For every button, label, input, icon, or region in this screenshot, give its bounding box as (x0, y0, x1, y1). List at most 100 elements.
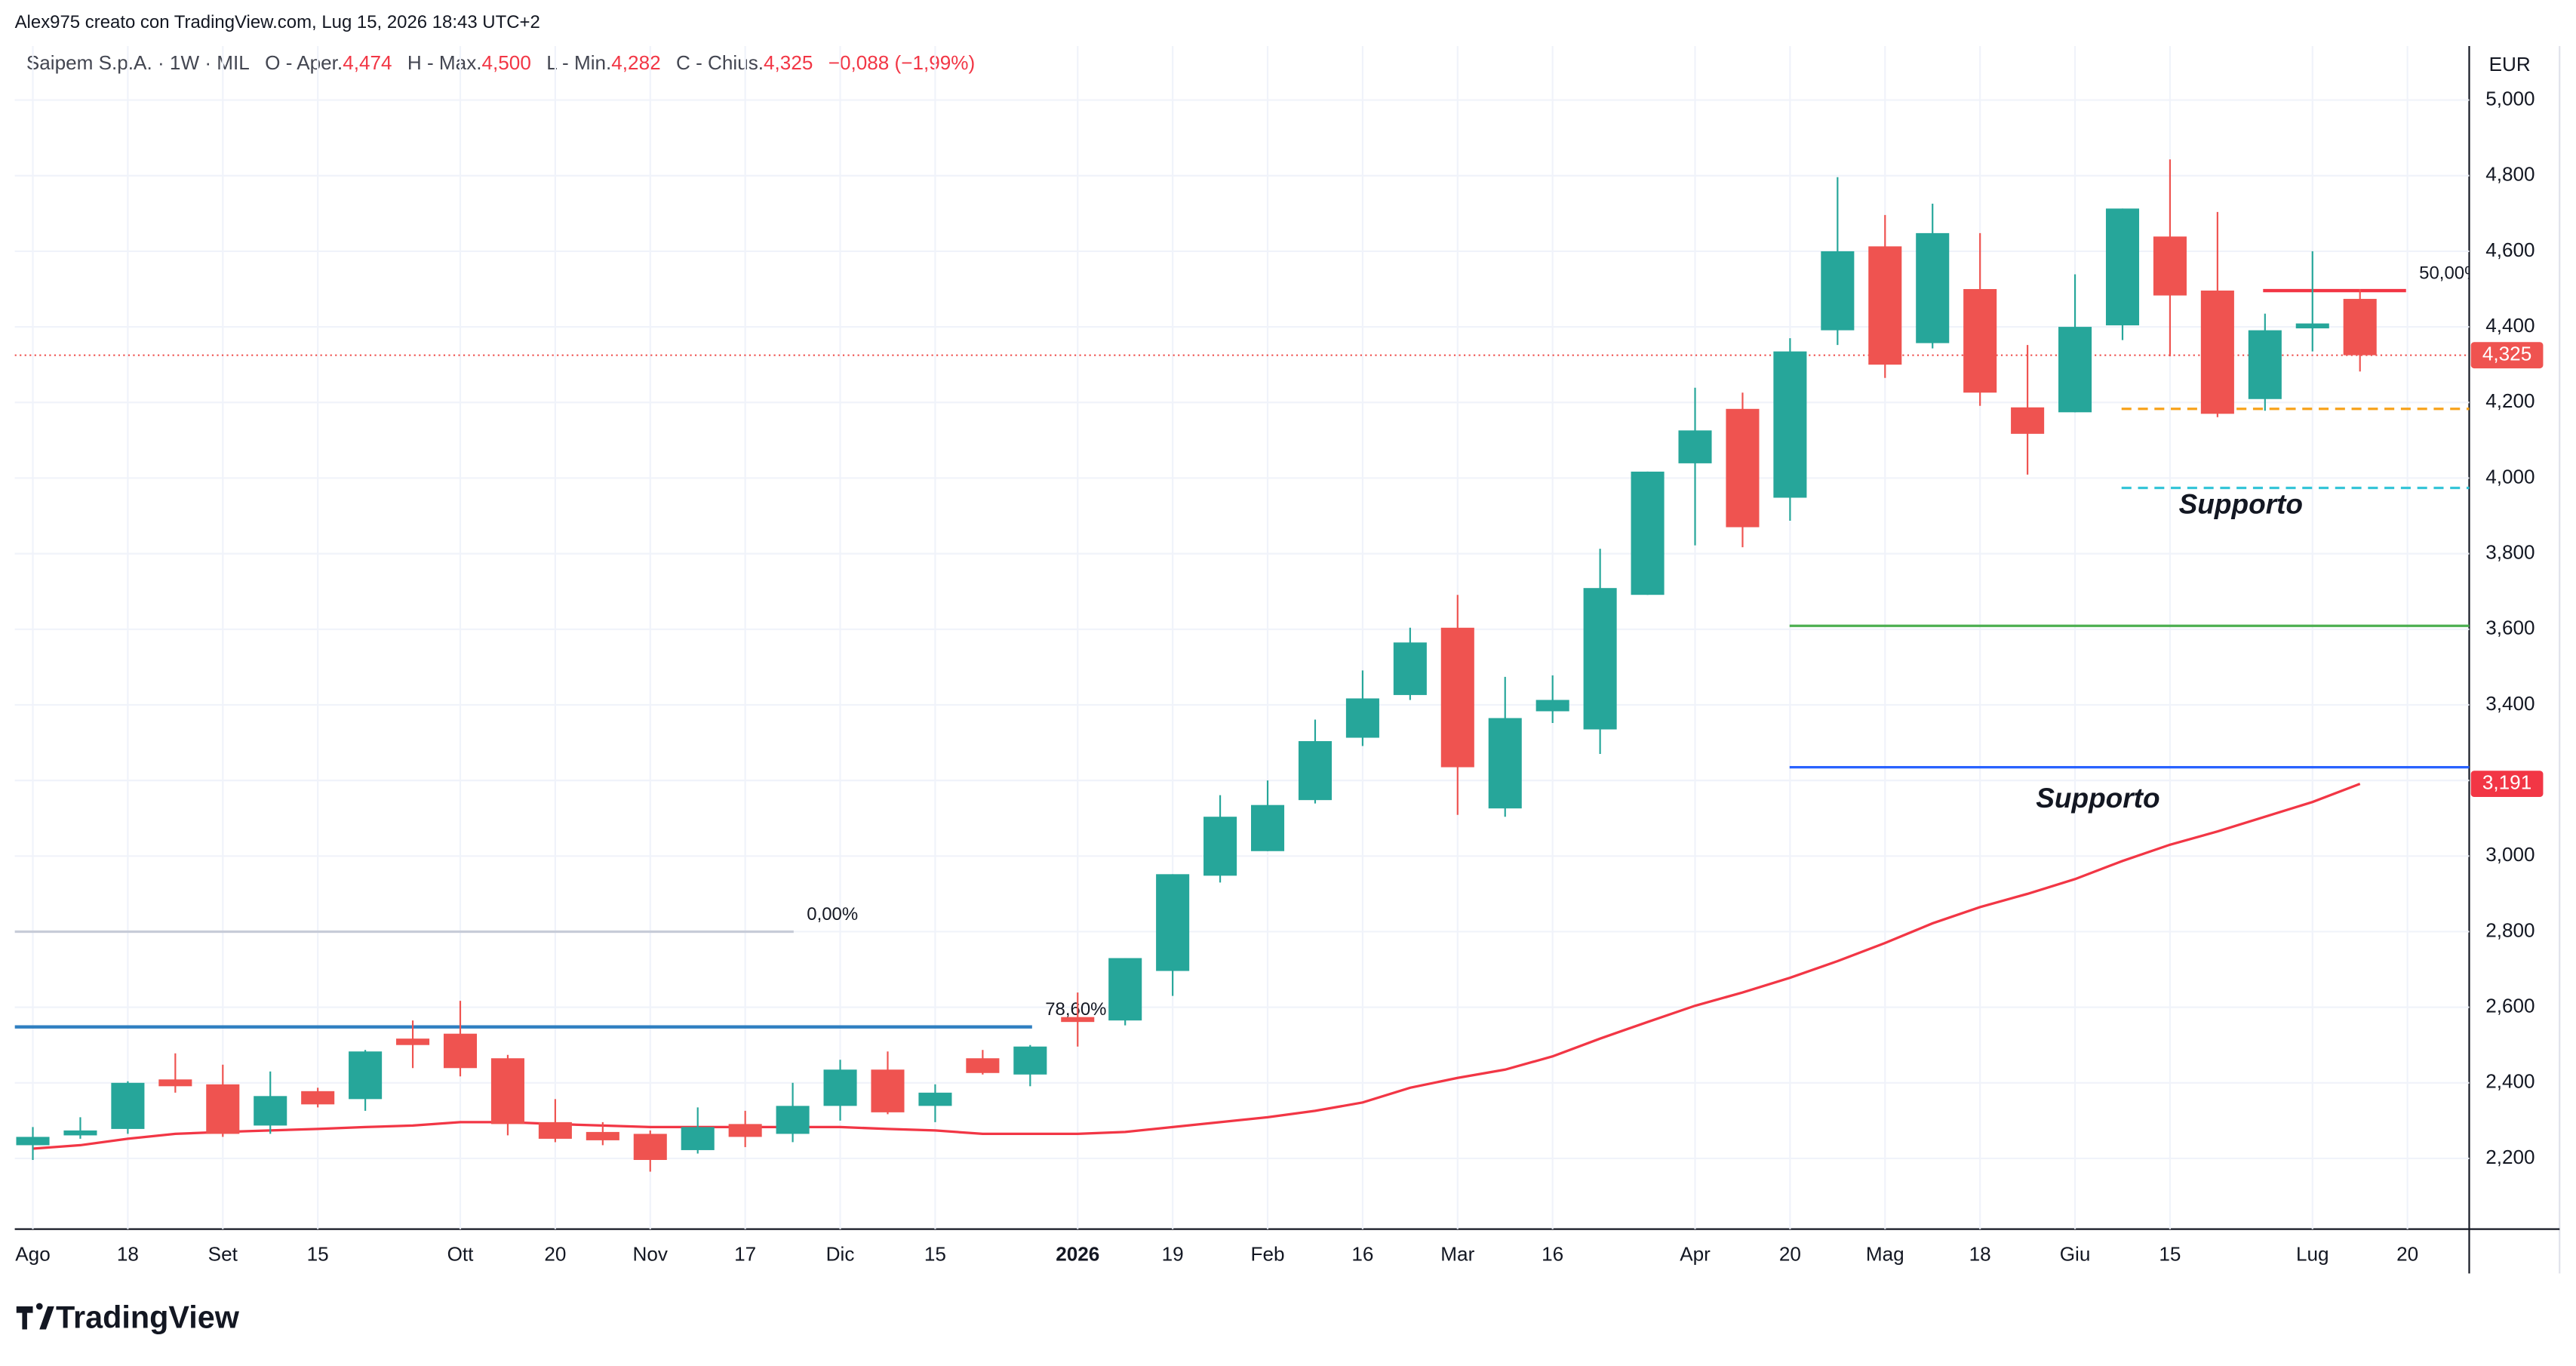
candle-body (1203, 817, 1237, 876)
candle-body (1631, 471, 1665, 595)
x-tick-label: 15 (924, 1242, 946, 1265)
candle-body (1963, 289, 1997, 393)
x-tick-label: 19 (1162, 1242, 1184, 1265)
x-tick-label: 18 (117, 1242, 139, 1265)
legend-value: 4,282 (611, 51, 660, 74)
y-tick-label: 2,200 (2485, 1146, 2535, 1168)
candle-body (1250, 805, 1285, 851)
candle-body (2200, 291, 2234, 414)
y-tick-label: 4,600 (2485, 238, 2535, 261)
price-box (2470, 342, 2544, 369)
candle-body (2248, 330, 2282, 399)
symbol: Saipem S.p.A. · 1W · MIL (26, 51, 250, 74)
candle-body (111, 1082, 145, 1129)
candle-body (1821, 251, 1855, 331)
moving-average (32, 783, 2361, 1150)
candle-body (490, 1058, 524, 1124)
x-tick-label: Ott (447, 1242, 475, 1265)
x-tick-label: 15 (2159, 1242, 2181, 1265)
grid (14, 45, 2470, 1229)
candle-body (254, 1096, 287, 1126)
candle-body (1773, 351, 1807, 498)
x-tick-label: 20 (544, 1242, 566, 1265)
candle-body (918, 1092, 952, 1106)
y-tick-label: 2,400 (2485, 1070, 2535, 1093)
candle-body (396, 1038, 430, 1045)
x-tick-label: Feb (1251, 1242, 1285, 1265)
candle-body (823, 1069, 857, 1106)
x-tick-label: 18 (1969, 1242, 1991, 1265)
x-tick-label: 20 (1779, 1242, 1801, 1265)
level-label: 50,00% (2419, 263, 2480, 284)
x-tick-label: 15 (307, 1242, 329, 1265)
y-tick-label: 5,000 (2485, 87, 2535, 109)
x-tick-label: 20 (2396, 1242, 2418, 1265)
x-tick-label: 16 (1351, 1242, 1373, 1265)
x-tick-label: Set (208, 1242, 238, 1265)
candle-body (63, 1130, 97, 1136)
y-tick-label: 3,000 (2485, 843, 2535, 866)
x-tick-label: 2026 (1056, 1242, 1099, 1265)
candle-body (1440, 627, 1474, 768)
legend-value: 4,325 (764, 51, 813, 74)
y-tick-label: 2,800 (2485, 918, 2535, 941)
candle-body (16, 1137, 50, 1146)
plot: 0,00% 78,60% 50,00% Supporto Supporto (14, 159, 2480, 1172)
x-tick-label: Nov (633, 1242, 668, 1265)
price-label: 4,325 (2482, 343, 2531, 365)
x-tick-label: Lug (2296, 1242, 2329, 1265)
legend-value: 4,474 (343, 51, 392, 74)
candle-body (349, 1051, 383, 1100)
y-tick-label: 4,000 (2485, 465, 2535, 488)
legend-change: −0,088 (−1,99%) (828, 51, 976, 74)
price-box (2470, 771, 2544, 798)
y-tick-label: 4,400 (2485, 314, 2535, 337)
candle-body (871, 1069, 905, 1112)
price-label: 3,191 (2482, 771, 2531, 794)
legend-value: 4,500 (482, 51, 531, 74)
candle-body (1583, 588, 1617, 730)
x-tick-label: 16 (1542, 1242, 1563, 1265)
candle-body (2105, 208, 2140, 326)
legend-label: C - Chius. (676, 51, 764, 74)
x-tick-label: 17 (734, 1242, 756, 1265)
annotation: Supporto (2036, 782, 2159, 814)
x-tick-label: Ago (15, 1242, 50, 1265)
x-tick-label: Apr (1680, 1242, 1711, 1265)
level-label: 78,60% (1045, 999, 1106, 1020)
x-tick-label: Dic (826, 1242, 855, 1265)
candle-body (2058, 327, 2092, 413)
candle-body (1868, 246, 1902, 365)
y-tick-label: 2,600 (2485, 995, 2535, 1017)
candle-body (2295, 323, 2329, 329)
candle-body (1013, 1046, 1047, 1075)
candle-body (728, 1124, 762, 1137)
candle-body (158, 1079, 192, 1087)
x-tick-label: Mag (1866, 1242, 1904, 1265)
candle-body (538, 1121, 572, 1139)
candle-body (443, 1033, 478, 1069)
candle-body (1156, 874, 1190, 971)
candle-body (2011, 407, 2045, 434)
y-tick-label: 3,400 (2485, 692, 2535, 715)
candle-body (1916, 232, 1950, 343)
y-tick-label: 3,800 (2485, 541, 2535, 564)
logo-text: TradingView (56, 1300, 240, 1334)
level-label: 0,00% (807, 904, 858, 925)
candle-body (776, 1106, 810, 1134)
y-tick-label: 4,800 (2485, 163, 2535, 186)
logo (16, 1303, 54, 1330)
legend-label: L - Min. (546, 51, 611, 74)
annotation: Supporto (2179, 488, 2303, 519)
currency: EUR (2489, 53, 2531, 75)
candle-body (1393, 642, 1427, 695)
candle-body (1726, 408, 1760, 528)
candle-body (1298, 741, 1332, 801)
candle-body (1061, 1017, 1095, 1023)
legend-label: H - Max. (407, 51, 482, 74)
candle-body (586, 1131, 619, 1140)
legend-label: O - Aper. (265, 51, 343, 74)
candle-body (301, 1091, 335, 1105)
